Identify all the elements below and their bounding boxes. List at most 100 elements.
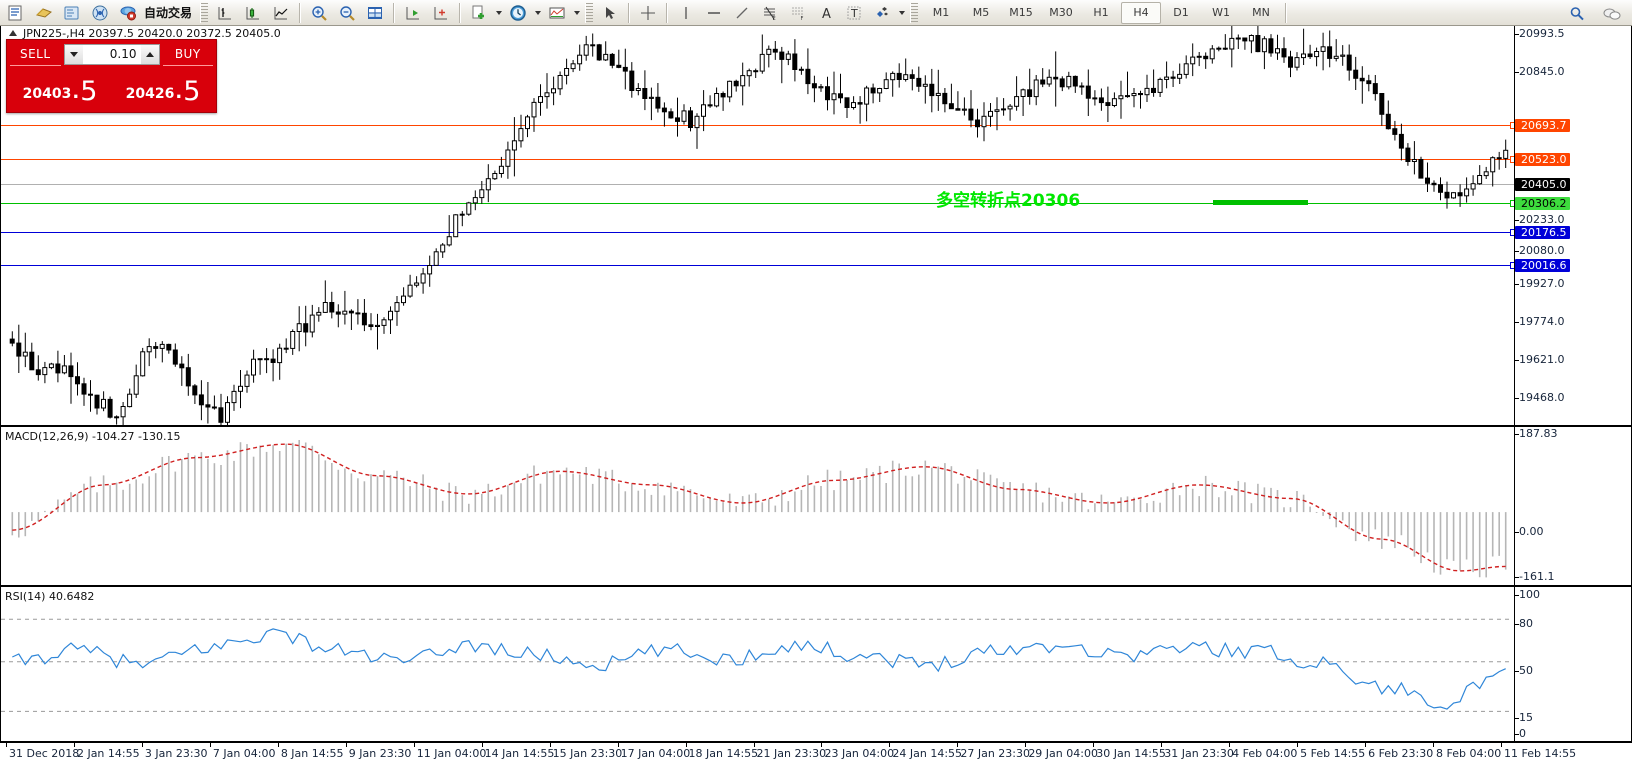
sell-price-separator: .	[72, 82, 80, 103]
period-button-m5[interactable]: M5	[972, 6, 990, 19]
svg-text:E: E	[773, 16, 776, 22]
rsi-ytick-80: 80	[1515, 618, 1533, 629]
buy-price-box[interactable]: 20426 . 5	[113, 67, 213, 107]
autotrade-label[interactable]: 自动交易	[144, 6, 193, 20]
bar-chart-icon[interactable]	[211, 1, 239, 25]
one-click-trading-panel[interactable]: SELL 0.10 BUY 20403 . 5 20426 . 5	[6, 39, 217, 113]
level-line-20306[interactable]	[1, 203, 1516, 204]
time-axis-label: 17 Jan 04:00	[620, 747, 691, 760]
support-segment-20306[interactable]	[1213, 200, 1308, 205]
level-line-20176[interactable]	[1, 232, 1516, 233]
zoom-in-icon[interactable]	[305, 1, 333, 25]
symbol-collapse-icon[interactable]	[9, 30, 17, 36]
toolbar-grip[interactable]	[200, 2, 209, 23]
period-dropdown-icon[interactable]	[532, 2, 543, 24]
signal-icon[interactable]	[86, 1, 114, 25]
news-icon[interactable]	[58, 1, 86, 25]
equidistant-channel-icon[interactable]: F	[784, 1, 812, 25]
price-axis[interactable]: 20993.5 20845.0 20693.7 20523.0 20405.0 20306…	[1514, 26, 1631, 425]
objects-icon[interactable]	[868, 1, 896, 25]
new-chart-icon[interactable]	[465, 1, 493, 25]
toolbar-grip[interactable]	[585, 2, 594, 23]
price-axis-level-label[interactable]: 20523.0	[1515, 153, 1570, 166]
time-axis[interactable]: 31 Dec 2018 2 Jan 14:55 3 Jan 23:30 7 Jan 0…	[0, 742, 1632, 769]
candlestick-chart-icon[interactable]	[239, 1, 267, 25]
time-axis-label: 24 Jan 14:55	[892, 747, 963, 760]
time-axis-label: 6 Feb 23:30	[1368, 747, 1434, 760]
indicators-dropdown-icon[interactable]	[571, 2, 582, 24]
time-axis-tickmark	[1501, 743, 1502, 747]
vertical-line-icon[interactable]	[672, 1, 700, 25]
period-button-mn[interactable]: MN	[1252, 6, 1270, 19]
price-axis-level-label[interactable]: 20176.5	[1515, 226, 1570, 239]
toolbar-separator	[299, 2, 302, 23]
period-button-h1[interactable]: H1	[1093, 6, 1109, 19]
buy-price-separator: .	[175, 82, 183, 103]
period-icon[interactable]	[504, 1, 532, 25]
cursor-icon[interactable]	[596, 1, 624, 25]
price-axis-level-label[interactable]: 20693.7	[1515, 119, 1570, 132]
rsi-pane[interactable]: RSI(14) 40.6482 100 80 50 15 0	[0, 586, 1632, 742]
autotrade-icon[interactable]	[114, 1, 142, 25]
volume-input[interactable]: 0.10	[82, 44, 141, 64]
price-axis-current-label[interactable]: 20405.0	[1515, 178, 1570, 191]
volume-increase-icon[interactable]	[140, 44, 159, 64]
line-chart-icon[interactable]	[267, 1, 295, 25]
time-axis-tickmark	[277, 743, 279, 747]
level-line-20693[interactable]	[1, 125, 1516, 126]
period-button-d1[interactable]: D1	[1173, 6, 1189, 19]
chart-annotation-label[interactable]: 多空转折点20306	[936, 191, 1081, 211]
period-button-h4[interactable]: H4	[1121, 1, 1162, 24]
macd-pane[interactable]: MACD(12,26,9) -104.27 -130.15 187.83 0.0…	[0, 426, 1632, 586]
objects-dropdown-icon[interactable]	[896, 2, 907, 24]
volume-decrease-icon[interactable]	[64, 44, 83, 64]
rsi-ytick-50: 50	[1515, 665, 1533, 676]
price-axis-tick: 19468.0	[1515, 392, 1565, 403]
period-button-m1[interactable]: M1	[932, 6, 950, 19]
chat-icon[interactable]	[1598, 2, 1626, 26]
time-axis-tickmark	[141, 743, 143, 747]
toolbar-separator	[666, 2, 669, 23]
svg-text:A: A	[822, 7, 831, 22]
price-axis-level-label[interactable]: 20016.6	[1515, 259, 1570, 272]
price-pane[interactable]: JPN225-,H4 20397.5 20420.0 20372.5 20405…	[0, 26, 1632, 426]
new-chart-dropdown-icon[interactable]	[493, 2, 504, 24]
time-axis-label: 30 Jan 14:55	[1096, 747, 1166, 760]
price-axis-level-label[interactable]: 20306.2	[1515, 197, 1570, 210]
zoom-out-icon[interactable]	[333, 1, 361, 25]
fibonacci-icon[interactable]: E	[756, 1, 784, 25]
period-button-m15[interactable]: M15	[1009, 6, 1033, 19]
toolbar-grip[interactable]	[910, 2, 919, 23]
level-line-20016[interactable]	[1, 265, 1516, 266]
time-axis-label: 27 Jan 23:30	[960, 747, 1031, 760]
time-axis-label: 11 Feb 14:55	[1504, 747, 1577, 760]
auto-scroll-icon[interactable]	[399, 1, 427, 25]
horizontal-line-icon[interactable]	[700, 1, 728, 25]
time-axis-tickmark	[957, 743, 959, 747]
trendline-icon[interactable]	[728, 1, 756, 25]
text-label-icon[interactable]: A	[812, 1, 840, 25]
sell-price-box[interactable]: 20403 . 5	[10, 67, 110, 107]
volume-stepper[interactable]: 0.10	[63, 43, 160, 65]
time-axis-tickmark	[209, 743, 211, 747]
order-list-icon[interactable]	[2, 1, 30, 25]
history-icon[interactable]	[30, 1, 58, 25]
text-box-icon[interactable]: T	[840, 1, 868, 25]
rsi-series	[1, 618, 1513, 712]
chart-shift-icon[interactable]	[427, 1, 455, 25]
data-window-icon[interactable]	[361, 1, 389, 25]
indicators-icon[interactable]	[543, 1, 571, 25]
search-icon[interactable]	[1563, 2, 1591, 26]
period-button-m30[interactable]: M30	[1049, 6, 1073, 19]
sell-button[interactable]: SELL	[10, 43, 61, 66]
buy-button[interactable]: BUY	[162, 43, 213, 66]
crosshair-icon[interactable]	[634, 1, 662, 25]
main-toolbar: 自动交易	[0, 0, 1632, 26]
time-axis-tickmark	[617, 743, 619, 747]
chart-area[interactable]: JPN225-,H4 20397.5 20420.0 20372.5 20405…	[0, 26, 1632, 769]
candlestick-series	[9, 26, 1509, 425]
level-line-20523[interactable]	[1, 159, 1516, 160]
time-axis-tickmark	[413, 743, 415, 747]
period-button-w1[interactable]: W1	[1212, 6, 1230, 19]
price-axis-tick: 20233.0	[1515, 214, 1565, 225]
